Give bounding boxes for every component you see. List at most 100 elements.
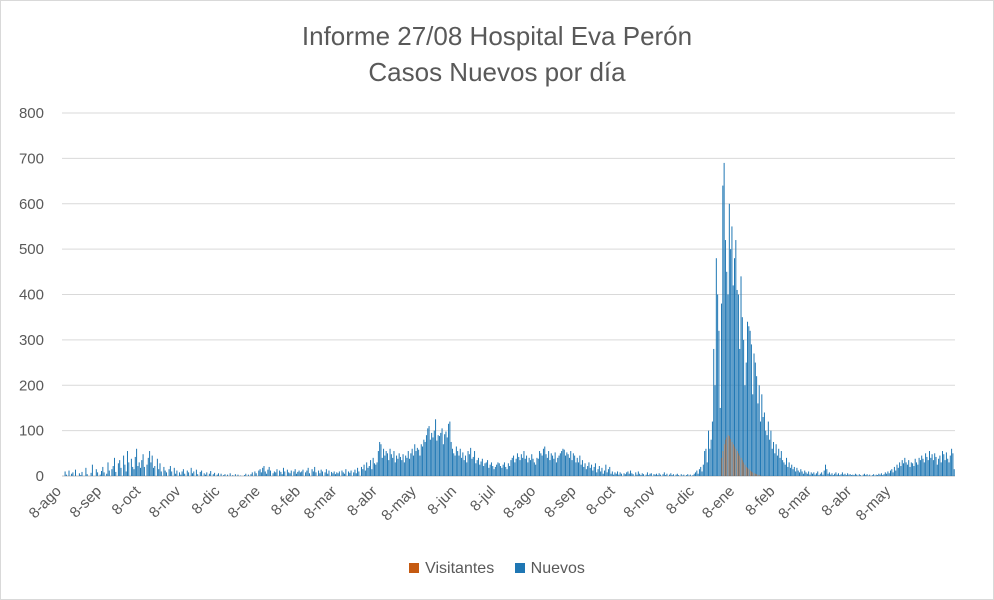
bar-nuevos	[698, 469, 700, 476]
bar-nuevos	[150, 462, 152, 476]
bar-nuevos	[773, 441, 775, 476]
bar-nuevos	[472, 456, 474, 476]
bar-nuevos	[487, 460, 489, 476]
bar-nuevos	[886, 473, 888, 476]
bar-nuevos	[360, 466, 362, 476]
bar-nuevos	[412, 455, 414, 476]
legend-label-visitantes: Visitantes	[425, 560, 495, 577]
bar-nuevos	[945, 452, 947, 476]
bar-nuevos	[394, 462, 396, 476]
bar-nuevos	[529, 460, 531, 476]
bar-nuevos	[223, 475, 225, 476]
bar-nuevos	[619, 472, 621, 476]
bar-nuevos	[583, 466, 585, 476]
bar-nuevos	[853, 475, 855, 476]
bar-nuevos	[614, 472, 616, 476]
bar-nuevos	[509, 466, 511, 476]
bar-nuevos	[269, 470, 271, 476]
legend-item-visitantes: Visitantes	[409, 560, 494, 578]
bar-nuevos	[164, 470, 166, 476]
bar-nuevos	[168, 469, 170, 476]
bar-nuevos	[410, 453, 412, 476]
bar-nuevos	[191, 473, 193, 476]
bar-nuevos	[275, 472, 277, 476]
bar-nuevos	[765, 430, 767, 477]
legend-label-nuevos: Nuevos	[530, 560, 585, 577]
bar-nuevos	[578, 462, 580, 476]
bar-nuevos	[289, 473, 291, 476]
bar-nuevos	[345, 469, 347, 476]
bar-nuevos	[433, 430, 435, 477]
bar-nuevos	[581, 460, 583, 476]
bar-nuevos	[366, 462, 368, 476]
bar-nuevos	[596, 472, 598, 476]
bar-nuevos	[718, 330, 720, 476]
bar-nuevos	[558, 455, 560, 476]
bar-nuevos	[562, 448, 564, 476]
bar-nuevos	[799, 472, 801, 476]
bar-nuevos	[476, 460, 478, 476]
bar-nuevos	[216, 474, 218, 476]
bar-nuevos	[766, 435, 768, 476]
bar-nuevos	[375, 464, 377, 476]
bar-nuevos	[523, 451, 525, 476]
bar-nuevos	[929, 451, 930, 476]
bar-nuevos	[951, 448, 953, 476]
bar-nuevos	[654, 474, 656, 476]
bar-nuevos	[710, 439, 712, 476]
bar-nuevos	[758, 385, 760, 476]
bar-nuevos	[948, 462, 950, 476]
bar-nuevos	[830, 474, 832, 476]
bar-nuevos	[689, 474, 691, 476]
bar-nuevos	[260, 472, 262, 476]
bar-nuevos	[663, 472, 665, 476]
bar-nuevos	[220, 473, 222, 476]
bar-nuevos	[337, 473, 339, 476]
bar-nuevos	[159, 463, 161, 476]
bar-nuevos	[580, 464, 582, 476]
bar-nuevos	[761, 394, 763, 476]
bar-nuevos	[626, 472, 628, 476]
x-tick-label: 8-abr	[344, 483, 381, 520]
bar-nuevos	[752, 394, 754, 476]
bar-nuevos	[893, 466, 895, 476]
bar-nuevos	[461, 457, 463, 476]
bar-nuevos	[713, 348, 715, 476]
bar-nuevos	[415, 451, 417, 476]
bar-nuevos	[877, 475, 879, 476]
bar-nuevos	[377, 451, 379, 476]
bar-nuevos	[892, 472, 894, 476]
bar-nuevos	[279, 470, 281, 476]
bar-nuevos	[485, 462, 487, 476]
bar-nuevos	[757, 403, 759, 476]
y-tick-label: 200	[19, 377, 44, 394]
bar-nuevos	[936, 464, 938, 476]
bar-nuevos	[390, 454, 392, 476]
bar-nuevos	[471, 458, 473, 476]
bar-nuevos	[319, 473, 321, 476]
bar-nuevos	[344, 473, 346, 476]
bar-nuevos	[124, 464, 126, 476]
bar-nuevos	[708, 430, 710, 477]
bar-nuevos	[753, 353, 755, 476]
bar-nuevos	[574, 455, 576, 476]
bar-nuevos	[730, 249, 732, 477]
bar-nuevos	[879, 474, 881, 476]
bar-nuevos	[142, 454, 144, 476]
y-tick-label: 500	[19, 241, 44, 258]
bar-nuevos	[386, 453, 388, 476]
bar-nuevos	[108, 470, 110, 476]
bar-nuevos	[917, 464, 919, 476]
bar-nuevos	[711, 421, 713, 476]
bar-nuevos	[284, 471, 286, 476]
bar-nuevos	[831, 473, 833, 476]
bar-nuevos	[609, 466, 611, 476]
bar-nuevos	[813, 472, 815, 476]
y-tick-label: 400	[19, 287, 44, 304]
bar-nuevos	[537, 458, 539, 476]
bar-nuevos	[561, 451, 563, 476]
bar-nuevos	[99, 474, 101, 476]
bar-nuevos	[783, 462, 785, 476]
